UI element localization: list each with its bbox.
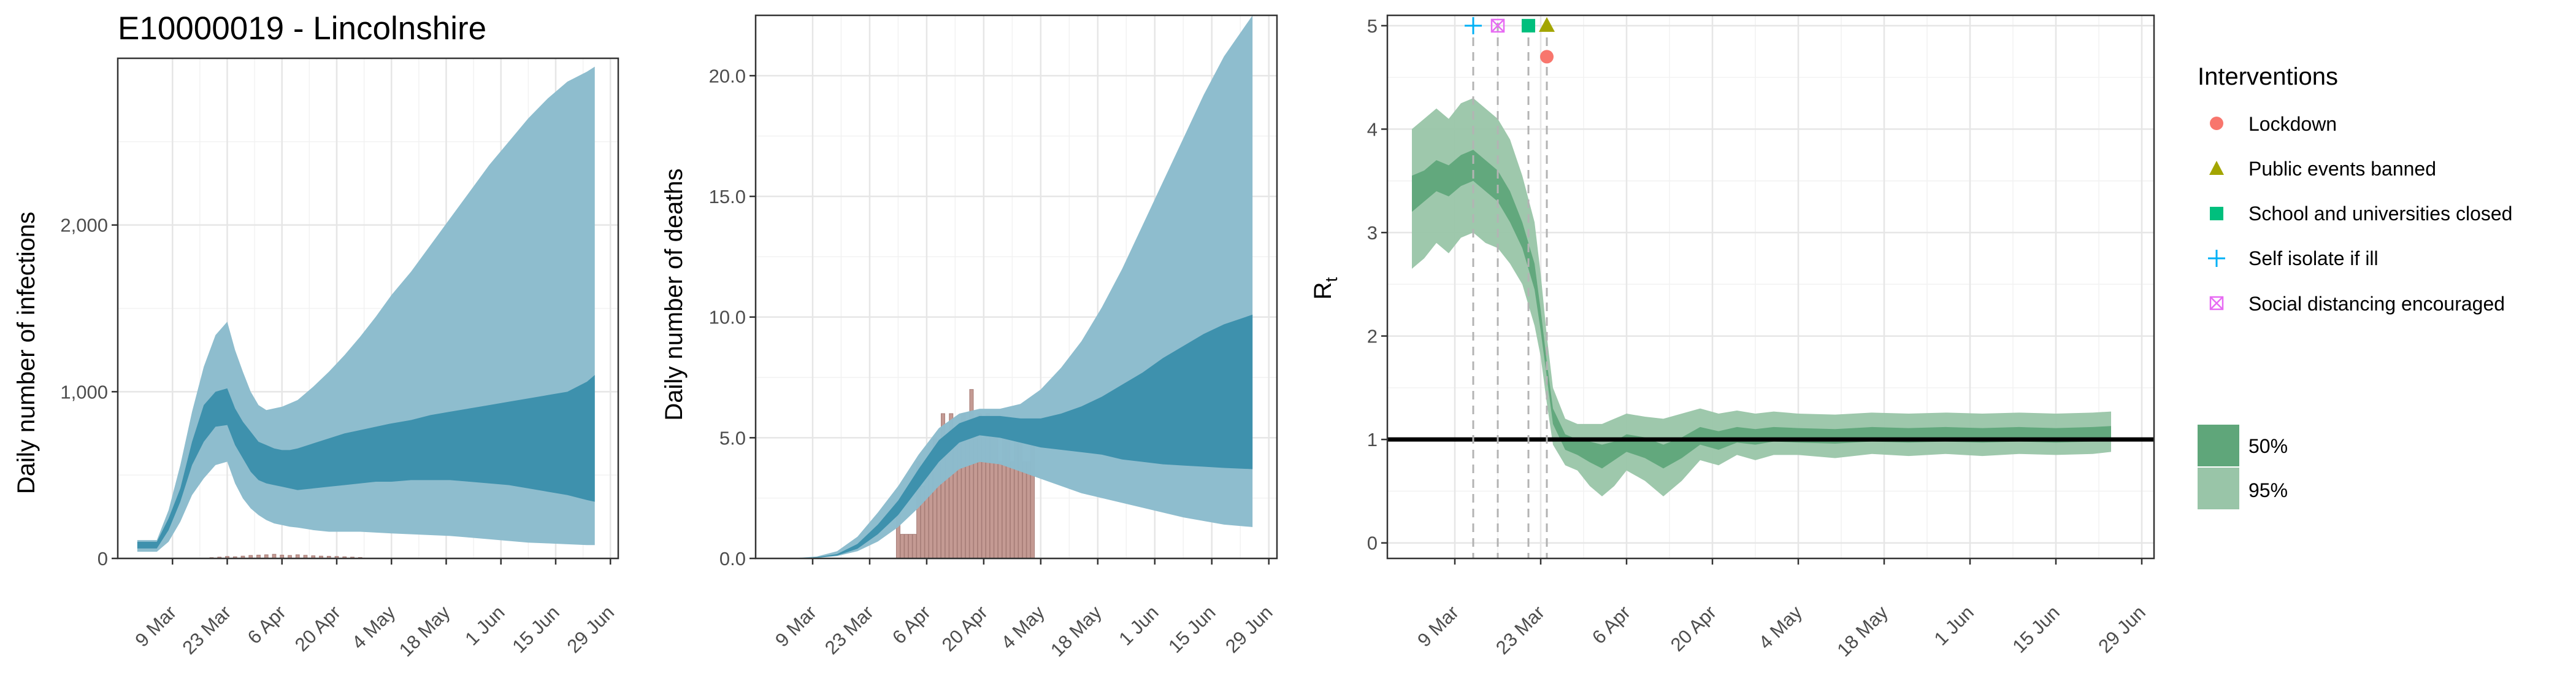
x-tick-label: 20 Apr (938, 601, 992, 655)
school-and-universities-closed-marker (1522, 18, 1535, 33)
legend-item-social-distancing: Social distancing encouraged (2209, 293, 2505, 315)
x-tick-label: 18 May (1046, 601, 1106, 661)
legend-item-public-events-banned: Public events banned (2209, 158, 2436, 180)
plot-background (1387, 15, 2154, 558)
legend-item-band-95: 95% (2198, 468, 2288, 509)
x-tick-label: 18 May (1833, 601, 1892, 661)
social-distancing-encouraged-marker (1490, 18, 1505, 33)
circle-icon (2210, 117, 2223, 130)
legend-label-lockdown: Lockdown (2248, 113, 2337, 135)
legend: Interventions Lockdown Public events ban… (2198, 63, 2512, 509)
figure-title: E10000019 - Lincolnshire (118, 10, 486, 47)
x-tick-label: 29 Jun (2094, 601, 2150, 657)
x-tick-label: 4 May (348, 601, 400, 654)
x-tick-label: 9 Mar (771, 601, 821, 651)
x-tick-label: 15 Jun (2008, 601, 2064, 657)
observed-bar (904, 534, 909, 559)
y-tick-label: 1 (1367, 429, 1378, 450)
x-tick-label: 6 Apr (888, 601, 935, 648)
observed-bar (900, 534, 905, 559)
infections-y-axis-title: Daily number of infections (13, 212, 40, 494)
x-tick-label: 6 Apr (243, 601, 290, 648)
legend-label-social-distancing: Social distancing encouraged (2248, 293, 2505, 315)
legend-label-self-isolate: Self isolate if ill (2248, 247, 2379, 269)
x-tick-label: 4 May (997, 601, 1049, 654)
rt-y-axis-title: Rt (1309, 277, 1341, 299)
x-tick-label: 18 May (395, 601, 454, 661)
y-tick-label: 10.0 (709, 307, 746, 328)
x-tick-label: 29 Jun (1221, 601, 1277, 657)
y-tick-label: 2,000 (60, 215, 108, 236)
band-95-swatch (2198, 468, 2239, 509)
x-tick-label: 20 Apr (291, 601, 345, 655)
legend-item-lockdown: Lockdown (2210, 113, 2337, 135)
x-tick-label: 23 Mar (821, 601, 878, 658)
deaths-y-axis-title: Daily number of deaths (661, 168, 688, 420)
legend-label-school-closed: School and universities closed (2248, 203, 2512, 225)
observed-bar (908, 534, 913, 559)
x-tick-label: 15 Jun (1164, 601, 1220, 657)
x-tick-label: 1 Jun (1114, 601, 1162, 649)
band-50 (776, 314, 1253, 558)
y-tick-label: 0 (1367, 533, 1378, 554)
y-tick-label: 2 (1367, 326, 1378, 347)
public-events-banned-marker (1539, 17, 1555, 32)
band-50 (1412, 150, 2111, 469)
boxed-x-icon (2209, 296, 2224, 311)
legend-label-band-50: 50% (2248, 435, 2288, 457)
observed-bar (997, 461, 1002, 559)
x-tick-label: 23 Mar (1492, 601, 1549, 658)
y-tick-label: 5 (1367, 15, 1378, 37)
panel-border (1386, 14, 2155, 560)
legend-item-school-closed: School and universities closed (2210, 203, 2512, 225)
y-tick-label: 5.0 (719, 427, 746, 449)
panel-border (754, 14, 1278, 560)
legend-title: Interventions (2198, 63, 2338, 90)
band-50-swatch (2198, 425, 2239, 466)
legend-label-public-events-banned: Public events banned (2248, 158, 2436, 180)
rt-panel: 0 1 2 3 4 5 9 Mar 23 Mar 6 Apr 20 Apr 4 May 18 May 1… (1367, 14, 2155, 661)
observed-bar (1010, 461, 1014, 559)
x-tick-label: 9 Mar (1413, 601, 1463, 651)
y-tick-label: 20.0 (709, 65, 746, 87)
legend-item-self-isolate: Self isolate if ill (2208, 247, 2379, 269)
legend-item-band-50: 50% (2198, 425, 2288, 466)
legend-label-band-95: 95% (2248, 479, 2288, 501)
triangle-icon (2209, 161, 2224, 175)
y-tick-label: 3 (1367, 222, 1378, 244)
y-tick-label: 0.0 (719, 548, 746, 569)
x-tick-label: 1 Jun (1930, 601, 1978, 649)
x-tick-label: 29 Jun (563, 601, 619, 657)
deaths-panel: 0.0 5.0 10.0 15.0 20.0 9 Mar 23 Mar 6 Apr 20 Apr… (709, 14, 1278, 661)
x-tick-label: 23 Mar (178, 601, 235, 658)
plus-icon (2208, 250, 2225, 267)
square-icon (2210, 207, 2223, 220)
x-tick-label: 15 Jun (508, 601, 564, 657)
x-tick-label: 20 Apr (1666, 601, 1720, 655)
panel-border (117, 57, 619, 560)
observed-bar (912, 534, 917, 559)
y-tick-label: 15.0 (709, 186, 746, 207)
y-tick-label: 4 (1367, 118, 1378, 140)
band-50 (137, 375, 595, 549)
observed-bar (1026, 461, 1031, 559)
band-95 (1412, 98, 2111, 496)
y-tick-label: 1,000 (60, 381, 108, 403)
y-tick-label: 0 (98, 548, 108, 569)
x-tick-label: 1 Jun (461, 601, 508, 649)
self-isolate-if-ill-marker (1465, 17, 1482, 34)
x-tick-label: 6 Apr (1588, 601, 1635, 648)
x-tick-label: 4 May (1755, 601, 1807, 654)
lockdown-marker (1540, 50, 1554, 64)
x-tick-label: 9 Mar (131, 601, 180, 651)
observed-bar (1022, 461, 1027, 559)
